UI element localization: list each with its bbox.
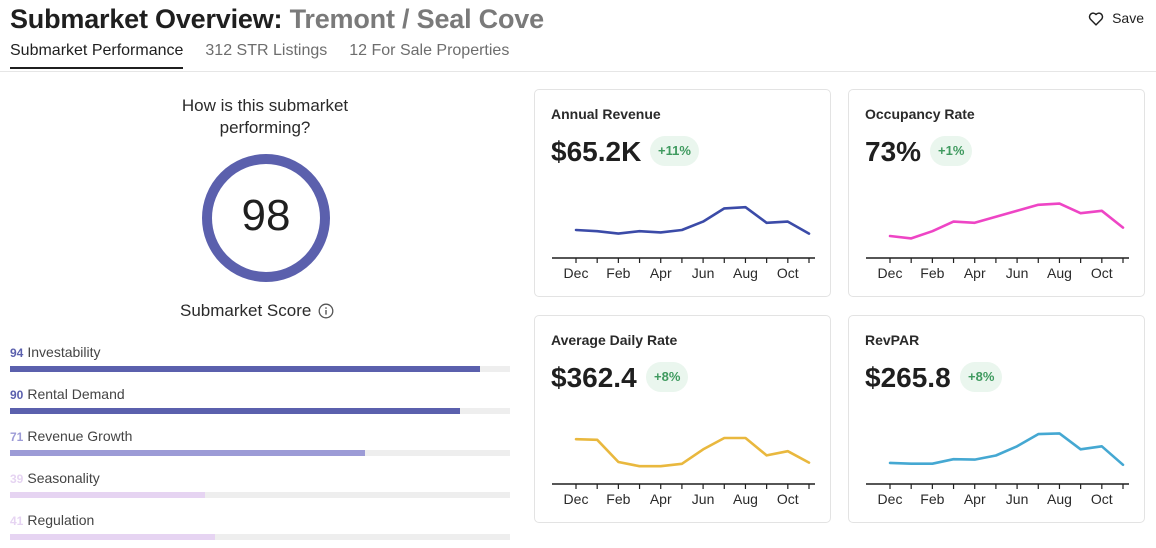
card-title: Occupancy Rate [865,106,975,122]
page-title: Submarket Overview: Tremont / Seal Cove [10,4,1150,35]
tab-str-listings[interactable]: 312 STR Listings [205,42,328,59]
x-tick-label: Apr [964,265,986,281]
tab-submarket-performance[interactable]: Submarket Performance [10,42,184,69]
metric-label: Rental Demand [27,386,125,402]
metric-value: 39 [10,472,24,486]
tab-divider [0,71,1156,72]
metric-label: Investability [27,344,101,360]
metric-seasonality: 39 Seasonality [10,469,510,511]
metric-label: Regulation [27,512,95,528]
metric-bar-track [10,492,510,498]
series-line [888,202,1125,240]
page-header: Submarket Overview: Tremont / Seal Cove … [10,4,1150,36]
tab-bar: Submarket Performance 312 STR Listings 1… [10,42,509,69]
metric-investability: 94 Investability [10,343,510,385]
occupancy-rate-chart: Dec Feb Apr Jun Aug Oct [866,202,1129,281]
card-value: 73% [865,136,922,167]
metric-regulation: 41 Regulation [10,511,510,548]
x-tick-label: Apr [964,491,986,507]
revpar-chart: Dec Feb Apr Jun Aug Oct [866,432,1129,507]
x-tick-label: Dec [564,265,589,281]
x-tick-label: Oct [777,265,799,281]
x-tick-label: Aug [733,265,758,281]
metric-label: Revenue Growth [27,428,133,444]
change-badge: +11% [650,136,699,166]
metric-bar-track [10,408,510,414]
x-tick-label: Jun [1006,491,1029,507]
change-badge: +8% [960,362,1003,392]
card-occupancy-rate[interactable]: Occupancy Rate 73% +1% Dec Feb Apr Jun Aug Oc… [848,89,1145,297]
metric-bar-track [10,366,510,372]
card-title: Average Daily Rate [551,332,678,348]
metric-rental-demand: 90 Rental Demand [10,385,510,427]
x-tick-label: Feb [606,491,630,507]
card-value: $265.8 [865,362,951,393]
x-tick-label: Feb [920,491,944,507]
save-label: Save [1112,10,1144,26]
series-line [574,205,811,235]
metric-bar-track [10,534,510,540]
series-line [888,432,1125,467]
metric-bar-fill [10,408,460,414]
metric-bar-fill [10,534,215,540]
metric-value: 71 [10,430,24,444]
x-tick-label: Dec [878,491,903,507]
x-tick-label: Oct [1091,265,1113,281]
x-tick-label: Jun [692,491,715,507]
annual-revenue-chart: Dec Feb Apr Jun Aug Oct [552,205,815,281]
x-tick-label: Jun [1006,265,1029,281]
x-tick-label: Jun [692,265,715,281]
score-ring [202,154,330,282]
heart-icon [1088,11,1104,26]
x-tick-label: Feb [920,265,944,281]
x-tick-label: Dec [564,491,589,507]
metric-revenue-growth: 71 Revenue Growth [10,427,510,469]
card-value: $362.4 [551,362,637,393]
card-average-daily-rate[interactable]: Average Daily Rate $362.4 +8% Dec Feb Apr J… [534,315,831,523]
card-value: $65.2K [551,136,642,167]
score-gauge [202,154,330,282]
metric-value: 94 [10,346,24,360]
x-tick-label: Apr [650,491,672,507]
metric-value: 41 [10,514,24,528]
info-icon[interactable] [318,303,334,319]
tab-for-sale-properties[interactable]: 12 For Sale Properties [349,42,510,59]
x-tick-label: Aug [1047,491,1072,507]
change-badge: +1% [930,136,973,166]
x-tick-label: Oct [1091,491,1113,507]
x-tick-label: Apr [650,265,672,281]
metric-value: 90 [10,388,24,402]
series-line [574,436,811,468]
save-button[interactable]: Save [1088,10,1144,26]
card-annual-revenue[interactable]: Annual Revenue $65.2K +11% Dec Feb Apr Jun A… [534,89,831,297]
card-title: RevPAR [865,332,920,348]
score-label-row: Submarket Score [180,301,334,321]
score-value: 98 [241,191,291,240]
x-tick-label: Oct [777,491,799,507]
metric-label: Seasonality [27,470,100,486]
score-label: Submarket Score [180,301,312,320]
change-badge: +8% [646,362,689,392]
metric-bar-fill [10,450,365,456]
score-question: How is this submarket performing? [181,96,349,137]
x-tick-label: Dec [878,265,903,281]
x-tick-label: Aug [733,491,758,507]
x-tick-label: Aug [1047,265,1072,281]
metric-bar-track [10,450,510,456]
card-title: Annual Revenue [551,106,661,122]
x-tick-label: Feb [606,265,630,281]
metric-bar-fill [10,366,480,372]
score-breakdown: 94 Investability 90 Rental Demand 71 Revenu… [10,343,510,548]
average-daily-rate-chart: Dec Feb Apr Jun Aug Oct [552,436,815,507]
metric-bar-fill [10,492,205,498]
title-prefix: Submarket Overview: [10,4,290,34]
submarket-name: Tremont / Seal Cove [289,4,544,34]
card-revpar[interactable]: RevPAR $265.8 +8% Dec Feb Apr Jun Aug Oct [848,315,1145,523]
